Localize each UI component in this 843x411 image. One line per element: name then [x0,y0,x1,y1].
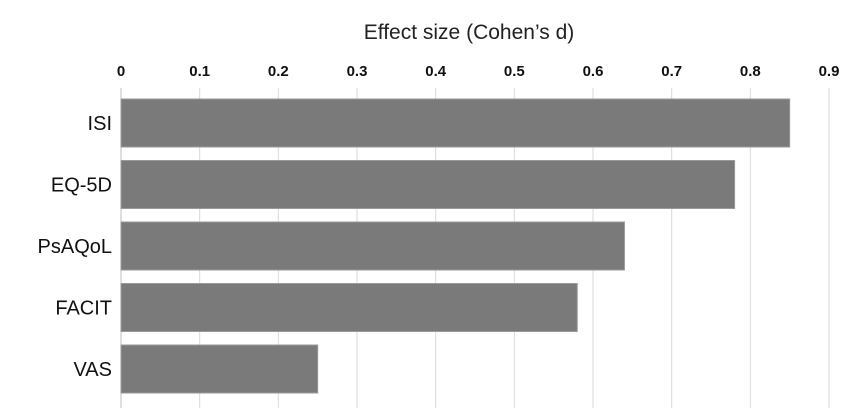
category-label-isi: ISI [88,113,112,135]
category-label-vas: VAS [73,359,112,381]
x-tick-label: 0.5 [504,63,525,80]
bar-psaqol [120,221,625,271]
category-label-psaqol: PsAQoL [38,236,112,258]
category-label-facit: FACIT [55,298,112,320]
chart-title: Effect size (Cohen’s d) [364,21,575,44]
bar-isi [120,98,791,148]
x-tick-label: 0.7 [661,63,682,80]
bar-vas [120,344,319,394]
category-label-eq-5d: EQ-5D [51,175,112,197]
category-labels: ISI EQ-5D PsAQoL FACIT VAS [38,113,112,381]
x-tick-label: 0.4 [425,63,447,80]
bars [120,98,791,394]
x-tick-label: 0.6 [583,63,604,80]
x-axis-tick-labels: 0 0.1 0.2 0.3 0.4 0.5 0.6 0.7 0.8 0.9 [117,63,840,80]
x-tick-label: 0 [117,63,125,80]
x-tick-label: 0.9 [819,63,840,80]
x-tick-label: 0.8 [740,63,761,80]
x-tick-label: 0.1 [189,63,210,80]
x-tick-label: 0.2 [268,63,289,80]
bar-eq-5d [120,160,736,209]
x-tick-label: 0.3 [347,63,368,80]
bar-facit [120,283,578,332]
